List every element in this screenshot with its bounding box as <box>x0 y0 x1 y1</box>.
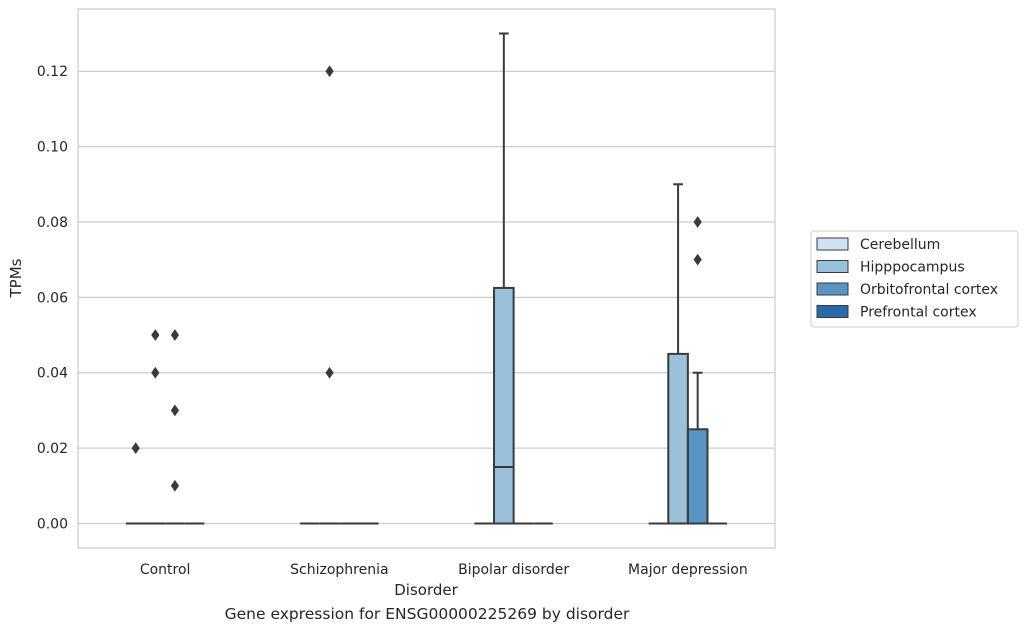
outlier-point <box>693 253 702 266</box>
box-hipppocampus <box>145 329 166 525</box>
box-body <box>493 286 515 525</box>
x-tick-label: Bipolar disorder <box>458 562 569 578</box>
box-cerebellum <box>125 442 146 525</box>
outlier-point <box>131 442 140 454</box>
legend-swatch <box>816 305 849 318</box>
box-orbitofrontal-cortex <box>686 216 709 525</box>
outlier-point <box>151 366 160 379</box>
legend-frame <box>810 230 1019 328</box>
legend-label: Orbitofrontal cortex <box>860 282 998 298</box>
box-hipppocampus <box>319 65 340 525</box>
box-orbitofrontal-cortex <box>165 329 185 525</box>
y-tick-label: 0.06 <box>37 290 68 306</box>
y-tick-label: 0.00 <box>37 517 68 533</box>
legend-swatch <box>816 237 849 251</box>
box-body <box>667 352 689 525</box>
y-tick-label: 0.02 <box>37 441 68 457</box>
plot-area-frame <box>77 8 776 549</box>
legend-swatch <box>816 260 849 273</box>
legend-swatch <box>816 282 849 296</box>
box-body <box>686 428 709 525</box>
y-axis-label: TPMs <box>7 258 25 298</box>
box-layer <box>125 32 728 525</box>
outlier-point <box>151 329 160 341</box>
legend-label: Prefrontal cortex <box>860 305 977 321</box>
y-tick-label: 0.04 <box>37 366 68 382</box>
y-tick-label: 0.08 <box>37 215 68 231</box>
x-axis-ticks: Control Schizophrenia Bipolar disorder Majo… <box>140 562 748 578</box>
legend: Cerebellum Hipppocampus Orbitofrontal cort… <box>810 230 1019 328</box>
outlier-point <box>170 404 180 417</box>
x-tick-label: Control <box>140 562 191 578</box>
legend-label: Cerebellum <box>860 237 940 253</box>
outlier-point <box>170 479 180 492</box>
outlier-point <box>693 216 702 228</box>
y-tick-label: 0.10 <box>37 140 68 156</box>
y-axis-ticks: 0.00 0.02 0.04 0.06 0.08 0.10 0.12 <box>37 64 68 532</box>
outlier-point <box>325 65 334 78</box>
outlier-point <box>170 329 180 341</box>
outlier-point <box>325 366 334 379</box>
x-axis-label: Disorder <box>394 581 458 599</box>
figure-caption: Gene expression for ENSG00000225269 by d… <box>224 605 630 623</box>
x-tick-label: Major depression <box>628 562 748 578</box>
box-hipppocampus <box>493 32 515 525</box>
gridlines <box>78 70 775 525</box>
legend-label: Hipppocampus <box>860 260 965 276</box>
x-tick-label: Schizophrenia <box>290 562 388 578</box>
y-tick-label: 0.12 <box>37 64 68 80</box>
box-hipppocampus <box>667 183 689 525</box>
